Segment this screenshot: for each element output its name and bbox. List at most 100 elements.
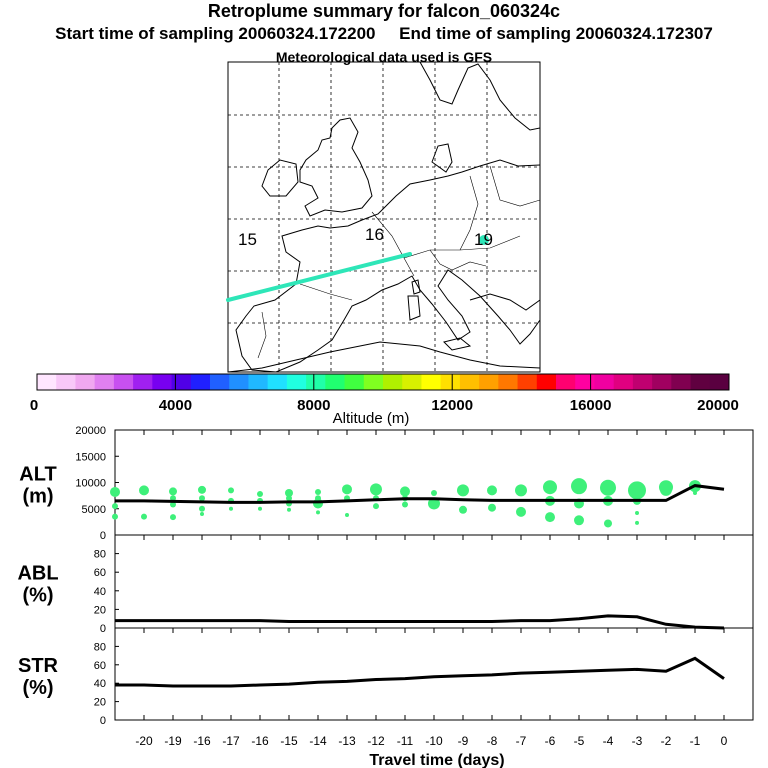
x-tick-label: -9 [458, 734, 469, 748]
particle-marker [345, 513, 349, 518]
particle-marker [373, 503, 379, 510]
particle-marker [316, 510, 320, 515]
x-tick-label: -19 [164, 734, 182, 748]
y-tick-label: 80 [94, 549, 106, 561]
particle-marker [169, 487, 177, 496]
colorbar-frame [36, 373, 730, 391]
colorbar-swatch [171, 374, 192, 390]
x-tick-label: -6 [545, 734, 556, 748]
y-tick-label: 15000 [75, 451, 106, 463]
x-tick-label: -4 [603, 734, 614, 748]
x-tick-label: -2 [661, 734, 672, 748]
colorbar-swatch [306, 374, 326, 390]
particle-marker [199, 495, 205, 502]
panel-str: 80 60 40 20 0 STR(%) [18, 627, 754, 727]
map-lon-label: 16 [365, 225, 384, 244]
border-france-spain [299, 283, 353, 301]
x-tick-label: 0 [721, 734, 728, 748]
colorbar-swatch [459, 374, 480, 390]
colorbar-swatch [152, 374, 173, 390]
colorbar-swatch [248, 374, 269, 390]
x-tick-label: -17 [222, 734, 240, 748]
particle-marker [459, 505, 467, 514]
panel-abl: 80 60 40 20 0 ABL(%) [17, 534, 754, 635]
colorbar-swatch [75, 374, 96, 390]
particle-marker [488, 503, 496, 512]
y-tick-label: 0 [100, 623, 106, 635]
x-tick-label: -13 [338, 734, 356, 748]
particle-marker [228, 487, 234, 494]
x-axis-title: Travel time (days) [369, 752, 504, 768]
colorbar-swatch [325, 374, 346, 390]
x-axis: -20 -19 -16 -17 -16 -15 -14 -13 -12 -11 -10 -9 -8 -7-… [135, 715, 728, 748]
colorbar-swatch [709, 374, 730, 390]
colorbar-tick-label: 12000 [431, 397, 473, 414]
coastline-africa [227, 341, 541, 373]
particle-marker [110, 486, 120, 497]
map-lon-label: 19 [474, 230, 493, 249]
x-tick-label: -7 [516, 734, 527, 748]
particle-marker [170, 514, 176, 521]
particle-marker [200, 512, 204, 516]
colorbar-tick-label: 4000 [159, 397, 192, 414]
chart-panels: 20000150001000050000ALT(m)806040200ABL(%… [17, 425, 754, 727]
colorbar-tick-label: 20000 [697, 397, 739, 414]
colorbar-swatch [517, 374, 538, 390]
particle-marker [370, 483, 382, 496]
y-axis-unit: (m) [22, 486, 53, 508]
particle-marker [516, 506, 526, 517]
border-germany-east [459, 175, 479, 251]
particle-marker [112, 513, 118, 520]
map-frame [227, 61, 541, 373]
colorbar-swatch [594, 374, 615, 390]
particle-marker [545, 512, 555, 523]
y-tick-label: 80 [94, 641, 106, 653]
colorbar-swatch [402, 374, 422, 390]
y-tick-label: 0 [100, 530, 106, 542]
colorbar-swatch [479, 374, 499, 390]
particle-marker [428, 497, 440, 510]
colorbar-swatch [440, 374, 461, 390]
colorbar-swatch [344, 374, 365, 390]
colorbar-swatch [363, 374, 384, 390]
particle-marker [571, 478, 587, 495]
x-tick-label: -3 [632, 734, 643, 748]
particle-marker [199, 505, 205, 512]
y-axis-unit: (%) [22, 585, 53, 607]
y-axis-title: ABL [17, 563, 58, 585]
particle-marker [457, 484, 469, 497]
particle-marker [487, 485, 497, 496]
particle-marker [600, 479, 616, 496]
colorbar-swatch [286, 374, 307, 390]
y-tick-label: 60 [94, 660, 106, 672]
particle-marker [139, 485, 149, 496]
colorbar-swatch [113, 374, 134, 390]
particle-marker [198, 485, 206, 494]
particle-marker [285, 489, 293, 497]
y-tick-label: 60 [94, 567, 106, 579]
page-title: Retroplume summary for falcon_060324c [207, 1, 561, 21]
colorbar-swatch [421, 374, 442, 390]
particle-marker [604, 519, 612, 528]
coastline-denmark [431, 143, 453, 173]
particle-marker [693, 491, 697, 495]
series-line [115, 656, 725, 688]
release-point [479, 235, 489, 245]
particle-marker [112, 503, 118, 510]
border-alps [429, 249, 487, 271]
series-line [115, 614, 725, 630]
particle-marker [400, 486, 410, 497]
colorbar-swatch [190, 374, 211, 390]
x-tick-label: -11 [397, 734, 414, 748]
x-tick-label: -16 [193, 734, 211, 748]
particle-marker [342, 484, 352, 495]
x-tick-label: -15 [280, 734, 298, 748]
colorbar-tick-label: 8000 [297, 397, 330, 414]
national-borders [257, 165, 541, 359]
particle-marker [258, 506, 262, 511]
coastlines [227, 61, 541, 373]
y-axis-title: ALT [19, 464, 56, 486]
x-tick-label: -12 [367, 734, 385, 748]
colorbar-swatch [94, 374, 115, 390]
particle-marker [287, 507, 291, 512]
